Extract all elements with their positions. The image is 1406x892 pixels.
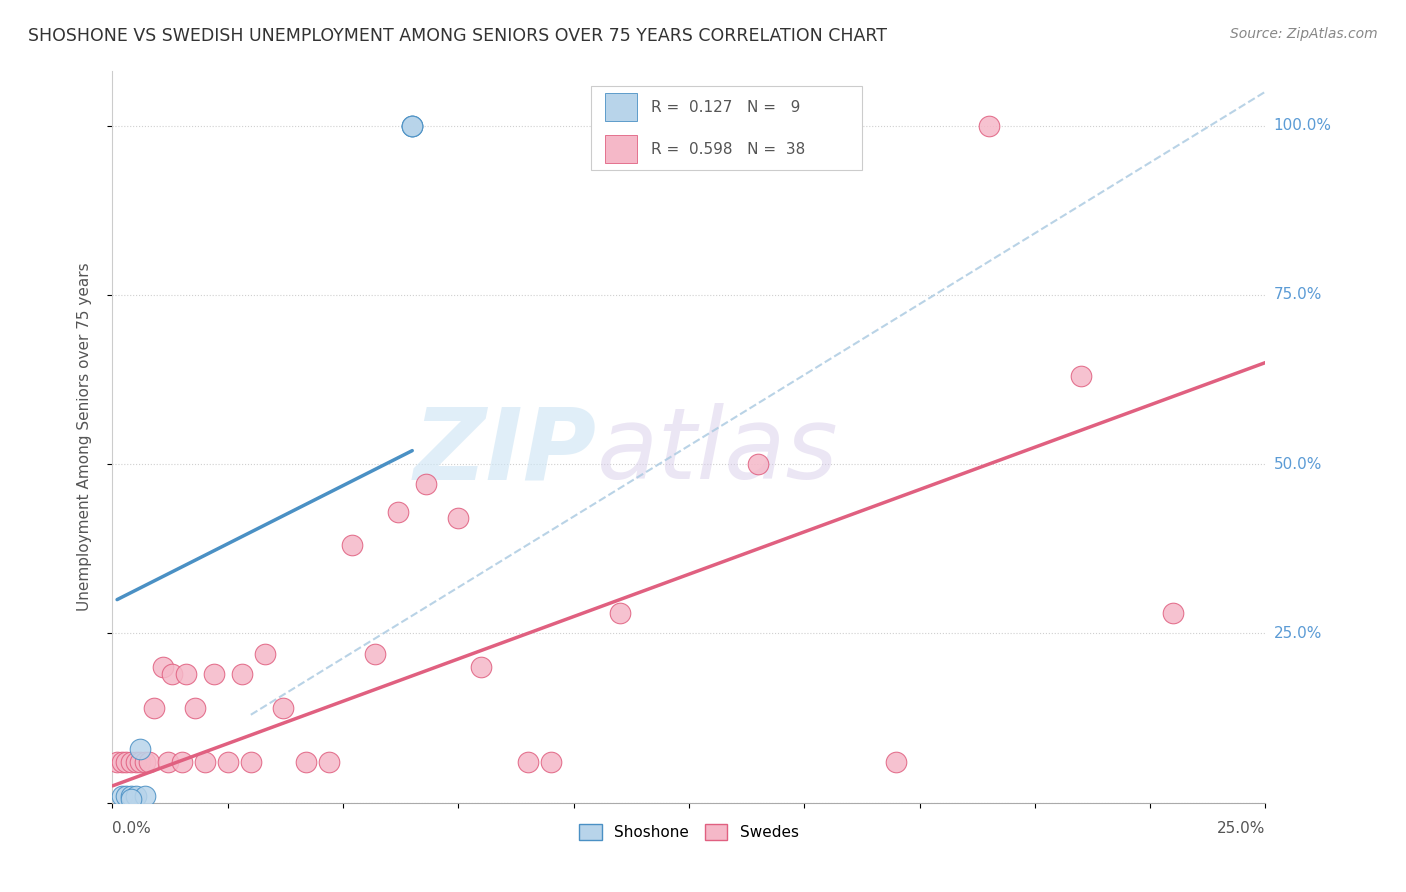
Point [170, 755, 193, 769]
Text: SHOSHONE VS SWEDISH UNEMPLOYMENT AMONG SENIORS OVER 75 YEARS CORRELATION CHART: SHOSHONE VS SWEDISH UNEMPLOYMENT AMONG S… [28, 27, 887, 45]
Point [1161, 606, 1184, 620]
Point [129, 741, 152, 756]
Point [231, 667, 253, 681]
Point [152, 660, 174, 674]
Legend: Shoshone, Swedes: Shoshone, Swedes [574, 818, 804, 847]
Text: atlas: atlas [596, 403, 838, 500]
Point [470, 660, 492, 674]
Point [401, 119, 423, 133]
Point [105, 755, 128, 769]
Point [401, 119, 423, 133]
Point [1070, 369, 1092, 384]
Point [415, 477, 437, 491]
Text: 25.0%: 25.0% [1274, 626, 1322, 641]
Point [217, 755, 239, 769]
Point [162, 667, 184, 681]
Point [120, 755, 142, 769]
Point [115, 789, 138, 803]
Point [447, 511, 470, 525]
Point [886, 755, 908, 769]
Point [138, 755, 160, 769]
Text: 25.0%: 25.0% [1218, 822, 1265, 837]
Point [239, 755, 262, 769]
Point [318, 755, 340, 769]
Point [129, 755, 152, 769]
Point [111, 755, 134, 769]
Text: ZIP: ZIP [413, 403, 596, 500]
Point [387, 505, 409, 519]
Text: R =  0.598   N =  38: R = 0.598 N = 38 [651, 142, 806, 157]
Y-axis label: Unemployment Among Seniors over 75 years: Unemployment Among Seniors over 75 years [77, 263, 91, 611]
Point [295, 755, 318, 769]
Point [184, 701, 207, 715]
Point [977, 119, 1000, 133]
Point [364, 647, 387, 661]
Point [174, 667, 197, 681]
Text: 50.0%: 50.0% [1274, 457, 1322, 472]
Point [401, 119, 423, 133]
Point [194, 755, 217, 769]
Text: R =  0.127   N =   9: R = 0.127 N = 9 [651, 100, 800, 114]
Point [609, 606, 631, 620]
Point [143, 701, 166, 715]
Text: 100.0%: 100.0% [1274, 118, 1331, 133]
Point [134, 755, 156, 769]
Point [202, 667, 225, 681]
Point [156, 755, 179, 769]
Point [271, 701, 294, 715]
Point [253, 647, 276, 661]
Text: 0.0%: 0.0% [112, 822, 152, 837]
FancyBboxPatch shape [591, 86, 862, 170]
Point [120, 789, 142, 803]
Text: 75.0%: 75.0% [1274, 287, 1322, 302]
Point [124, 789, 146, 803]
Point [540, 755, 562, 769]
Point [342, 538, 364, 552]
Point [120, 792, 142, 806]
Point [124, 755, 146, 769]
Point [111, 789, 134, 803]
Point [115, 755, 138, 769]
FancyBboxPatch shape [605, 136, 637, 163]
Point [134, 789, 156, 803]
Point [516, 755, 538, 769]
FancyBboxPatch shape [605, 93, 637, 121]
Point [747, 457, 769, 471]
Text: Source: ZipAtlas.com: Source: ZipAtlas.com [1230, 27, 1378, 41]
